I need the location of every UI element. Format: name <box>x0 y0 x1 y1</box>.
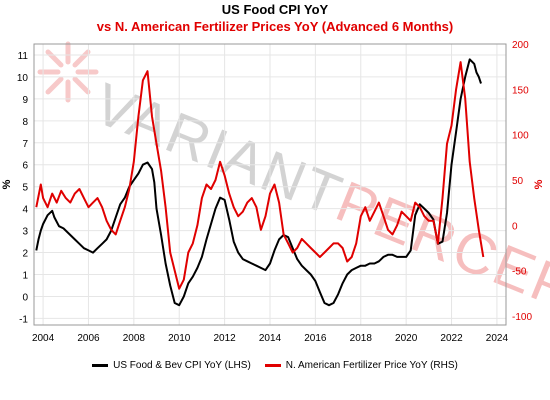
x-tick-label: 2022 <box>440 333 463 344</box>
series-lines <box>35 58 485 307</box>
left-tick-label: 3 <box>22 227 28 238</box>
x-tick-label: 2006 <box>77 333 100 344</box>
left-tick-label: 1 <box>22 271 28 282</box>
right-tick-label: 150 <box>512 85 529 96</box>
chart-subtitle: vs N. American Fertilizer Prices YoY (Ad… <box>96 19 454 34</box>
left-tick-label: 10 <box>17 73 29 84</box>
x-tick-label: 2014 <box>259 333 282 344</box>
left-tick-label: 11 <box>18 51 29 62</box>
x-tick-label: 2016 <box>304 333 327 344</box>
left-tick-label: 9 <box>22 95 28 106</box>
legend-item-lhs: US Food & Bev CPI YoY (LHS) <box>92 360 251 371</box>
legend-label-lhs: US Food & Bev CPI YoY (LHS) <box>113 360 251 371</box>
left-tick-label: 5 <box>22 183 28 194</box>
right-tick-label: 100 <box>512 131 529 142</box>
left-tick-label: -1 <box>19 314 28 325</box>
legend-item-rhs: N. American Fertilizer Price YoY (RHS) <box>264 360 458 371</box>
x-tick-label: 2008 <box>123 333 146 344</box>
grid <box>34 44 506 325</box>
chart-title: US Food CPI YoY <box>221 2 329 17</box>
right-tick-label: -50 <box>512 267 527 278</box>
series-line-lhs <box>35 58 482 307</box>
left-tick-label: 4 <box>22 205 28 216</box>
right-tick-label: 50 <box>512 176 524 187</box>
legend-swatch-lhs <box>92 364 109 367</box>
x-tick-label: 2010 <box>168 333 191 344</box>
plot-frame <box>33 43 507 326</box>
x-tick-label: 2004 <box>32 333 55 344</box>
x-tick-label: 2024 <box>486 333 509 344</box>
legend: US Food & Bev CPI YoY (LHS) N. American … <box>0 360 550 371</box>
right-tick-label: -100 <box>512 312 532 323</box>
right-axis-label: % <box>533 179 545 189</box>
legend-swatch-rhs <box>264 364 281 367</box>
left-tick-label: 7 <box>22 139 28 150</box>
x-tick-label: 2020 <box>395 333 418 344</box>
left-tick-label: 0 <box>22 292 28 303</box>
left-tick-label: 8 <box>22 117 28 128</box>
x-tick-label: 2012 <box>213 333 236 344</box>
axes: -1 0 1 2 3 4 5 6 7 8 9 10 11 -100 -50 0 50 100 150 200 2004 2… <box>1 40 545 344</box>
left-tick-label: 6 <box>22 161 28 172</box>
right-tick-label: 200 <box>512 40 529 51</box>
series-line-rhs <box>35 61 485 290</box>
left-axis-label: % <box>1 179 13 189</box>
left-tick-label: 2 <box>22 249 28 260</box>
legend-label-rhs: N. American Fertilizer Price YoY (RHS) <box>285 360 458 371</box>
right-tick-label: 0 <box>512 221 518 232</box>
x-tick-label: 2018 <box>350 333 373 344</box>
